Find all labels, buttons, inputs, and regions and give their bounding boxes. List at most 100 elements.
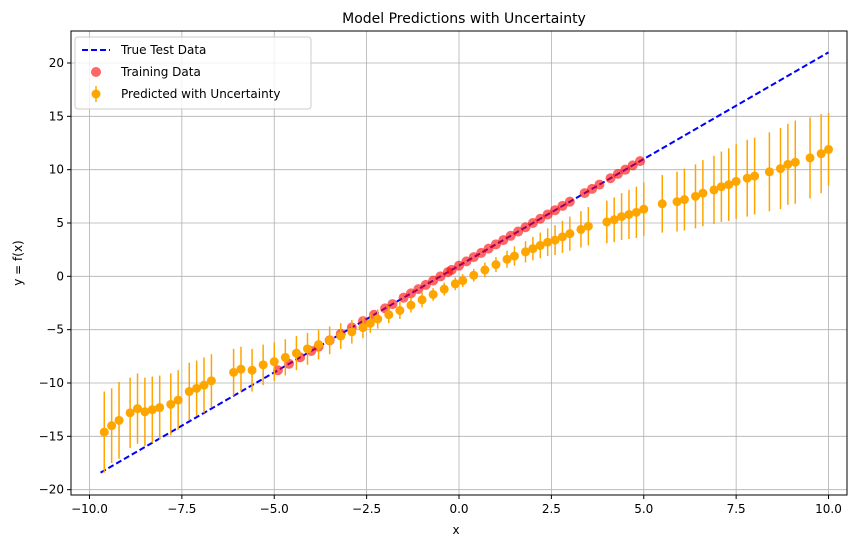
training-point bbox=[387, 299, 398, 310]
training-point bbox=[605, 173, 616, 184]
training-point bbox=[587, 183, 598, 194]
prediction-point bbox=[384, 310, 394, 320]
prediction-point bbox=[783, 159, 793, 169]
training-point bbox=[594, 179, 605, 190]
y-tick-label: −15 bbox=[39, 429, 64, 443]
x-tick-label: −10.0 bbox=[71, 502, 108, 516]
prediction-point bbox=[439, 284, 449, 294]
prediction-point bbox=[709, 185, 719, 195]
prediction-point bbox=[491, 260, 501, 270]
prediction-point bbox=[192, 383, 202, 393]
x-axis-label: x bbox=[452, 523, 459, 537]
prediction-point bbox=[140, 407, 150, 417]
prediction-point bbox=[450, 279, 460, 289]
prediction-point bbox=[336, 331, 346, 341]
prediction-point bbox=[258, 360, 268, 370]
prediction-point bbox=[609, 215, 619, 225]
prediction-point bbox=[639, 204, 649, 214]
prediction-point bbox=[602, 217, 612, 227]
y-tick-label: 15 bbox=[49, 109, 64, 123]
prediction-point bbox=[406, 300, 416, 310]
prediction-point bbox=[166, 399, 176, 409]
prediction-point bbox=[565, 229, 575, 239]
prediction-point bbox=[742, 173, 752, 183]
prediction-point bbox=[790, 157, 800, 167]
training-point bbox=[513, 226, 524, 237]
training-point bbox=[620, 164, 631, 175]
training-point bbox=[579, 188, 590, 199]
prediction-point bbox=[133, 404, 143, 414]
y-tick-label: −5 bbox=[46, 323, 64, 337]
prediction-point bbox=[679, 195, 689, 205]
predicted-layer bbox=[99, 113, 834, 473]
true-line-layer bbox=[100, 51, 830, 474]
prediction-point bbox=[173, 395, 183, 405]
training-point bbox=[446, 264, 457, 275]
y-axis-ticks: −20 −15 −10 −5 0 5 10 15 20 bbox=[39, 56, 71, 497]
prediction-point bbox=[206, 376, 216, 386]
training-point bbox=[635, 156, 646, 167]
x-tick-label: 10.0 bbox=[815, 502, 842, 516]
prediction-point bbox=[314, 340, 324, 350]
prediction-point bbox=[373, 314, 383, 324]
prediction-point bbox=[184, 387, 194, 397]
training-point bbox=[505, 230, 516, 241]
training-point bbox=[483, 243, 494, 254]
training-layer bbox=[272, 156, 646, 376]
prediction-point bbox=[690, 191, 700, 201]
true-test-data-line bbox=[100, 51, 830, 474]
prediction-point bbox=[428, 289, 438, 299]
training-point bbox=[527, 218, 538, 228]
training-point bbox=[435, 271, 446, 282]
prediction-point bbox=[631, 207, 641, 217]
training-point bbox=[490, 239, 501, 250]
prediction-point bbox=[199, 380, 209, 390]
prediction-point bbox=[155, 403, 165, 413]
prediction-point bbox=[469, 270, 479, 280]
prediction-point bbox=[535, 240, 545, 250]
prediction-point bbox=[247, 365, 257, 375]
y-tick-label: 0 bbox=[56, 269, 64, 283]
prediction-point bbox=[365, 318, 375, 328]
training-point bbox=[557, 200, 568, 211]
chart-title: Model Predictions with Uncertainty bbox=[342, 11, 586, 27]
legend-training-data: Training Data bbox=[120, 65, 201, 79]
prediction-point bbox=[291, 348, 301, 358]
prediction-point bbox=[557, 232, 567, 242]
training-point bbox=[398, 292, 409, 303]
x-axis-ticks: −10.0 −7.5 −5.0 −2.5 0.0 2.5 5.0 7.5 10.0 bbox=[71, 495, 842, 516]
training-point bbox=[420, 279, 431, 290]
y-tick-label: 20 bbox=[49, 56, 64, 70]
prediction-point bbox=[521, 247, 531, 257]
legend: True Test Data Training Data Predicted w… bbox=[74, 36, 312, 110]
prediction-point bbox=[816, 149, 826, 159]
prediction-point bbox=[325, 335, 335, 345]
training-point bbox=[461, 256, 472, 267]
prediction-point bbox=[576, 224, 586, 234]
prediction-point bbox=[750, 171, 760, 181]
training-point bbox=[468, 252, 479, 263]
prediction-point bbox=[502, 254, 512, 264]
training-point bbox=[627, 160, 638, 171]
prediction-point bbox=[147, 405, 157, 415]
training-point bbox=[428, 275, 439, 286]
prediction-point bbox=[657, 199, 667, 209]
prediction-point bbox=[236, 364, 246, 374]
prediction-point bbox=[417, 295, 427, 305]
x-tick-label: −7.5 bbox=[167, 502, 196, 516]
prediction-point bbox=[125, 408, 135, 418]
prediction-point bbox=[99, 427, 109, 437]
training-point bbox=[612, 168, 623, 179]
prediction-point bbox=[543, 237, 553, 247]
prediction-point bbox=[269, 357, 279, 367]
prediction-point bbox=[617, 212, 627, 222]
x-tick-label: 0.0 bbox=[449, 502, 468, 516]
prediction-point bbox=[805, 153, 815, 163]
y-tick-label: −10 bbox=[39, 376, 64, 390]
prediction-point bbox=[528, 244, 538, 254]
x-tick-label: −5.0 bbox=[260, 502, 289, 516]
x-tick-label: 5.0 bbox=[634, 502, 653, 516]
x-tick-label: −2.5 bbox=[352, 502, 381, 516]
training-point bbox=[550, 205, 561, 216]
